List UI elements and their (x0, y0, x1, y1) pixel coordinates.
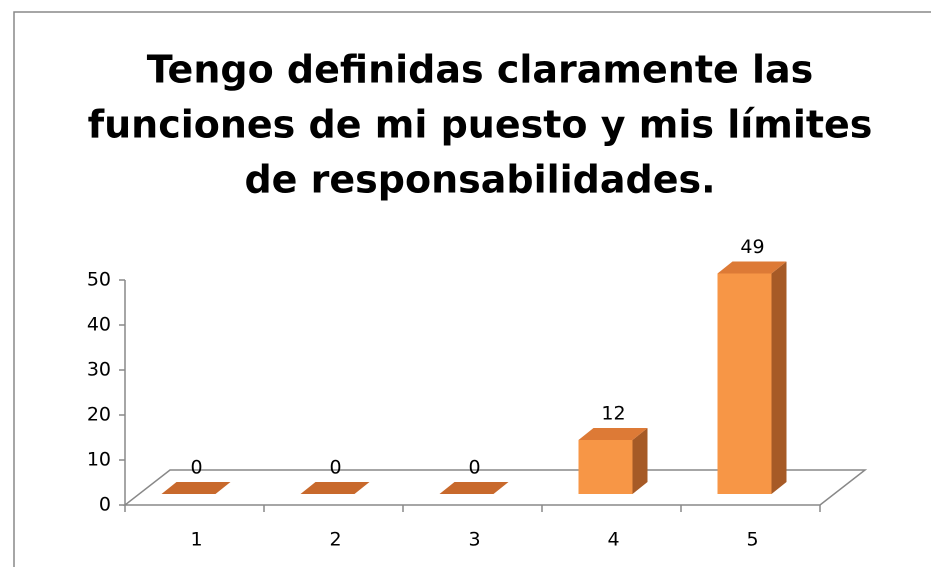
chart-title: funciones de mi puesto y mis límites (88, 103, 873, 147)
x-tick-label: 4 (607, 529, 619, 551)
bar-front (717, 273, 772, 494)
value-label: 0 (190, 457, 202, 479)
x-tick-label: 5 (746, 529, 758, 551)
y-tick-label: 0 (99, 494, 111, 516)
value-label: 49 (740, 236, 764, 258)
value-label: 0 (468, 457, 480, 479)
x-tick-label: 1 (190, 529, 202, 551)
y-tick-label: 40 (87, 314, 111, 336)
y-tick-label: 20 (87, 404, 111, 426)
y-tick-label: 50 (87, 269, 111, 291)
bar (161, 482, 231, 494)
x-tick-label: 2 (329, 529, 341, 551)
y-tick-label: 10 (87, 449, 111, 471)
bar-top (161, 482, 231, 494)
bar (300, 482, 370, 494)
bar (439, 482, 509, 494)
x-tick-label: 3 (468, 529, 480, 551)
y-tick-label: 30 (87, 359, 111, 381)
bar-front (578, 440, 633, 494)
bar (578, 428, 648, 494)
bar-top (439, 482, 509, 494)
bar-top (717, 261, 787, 274)
bar-top (300, 482, 370, 494)
bar-top (578, 428, 648, 440)
value-label: 12 (601, 403, 625, 425)
chart-title: de responsabilidades. (244, 158, 715, 202)
value-label: 0 (329, 457, 341, 479)
bar (717, 261, 787, 494)
bar-side (632, 428, 648, 494)
chart-title: Tengo definidas claramente las (147, 48, 814, 92)
bar-side (771, 261, 787, 494)
